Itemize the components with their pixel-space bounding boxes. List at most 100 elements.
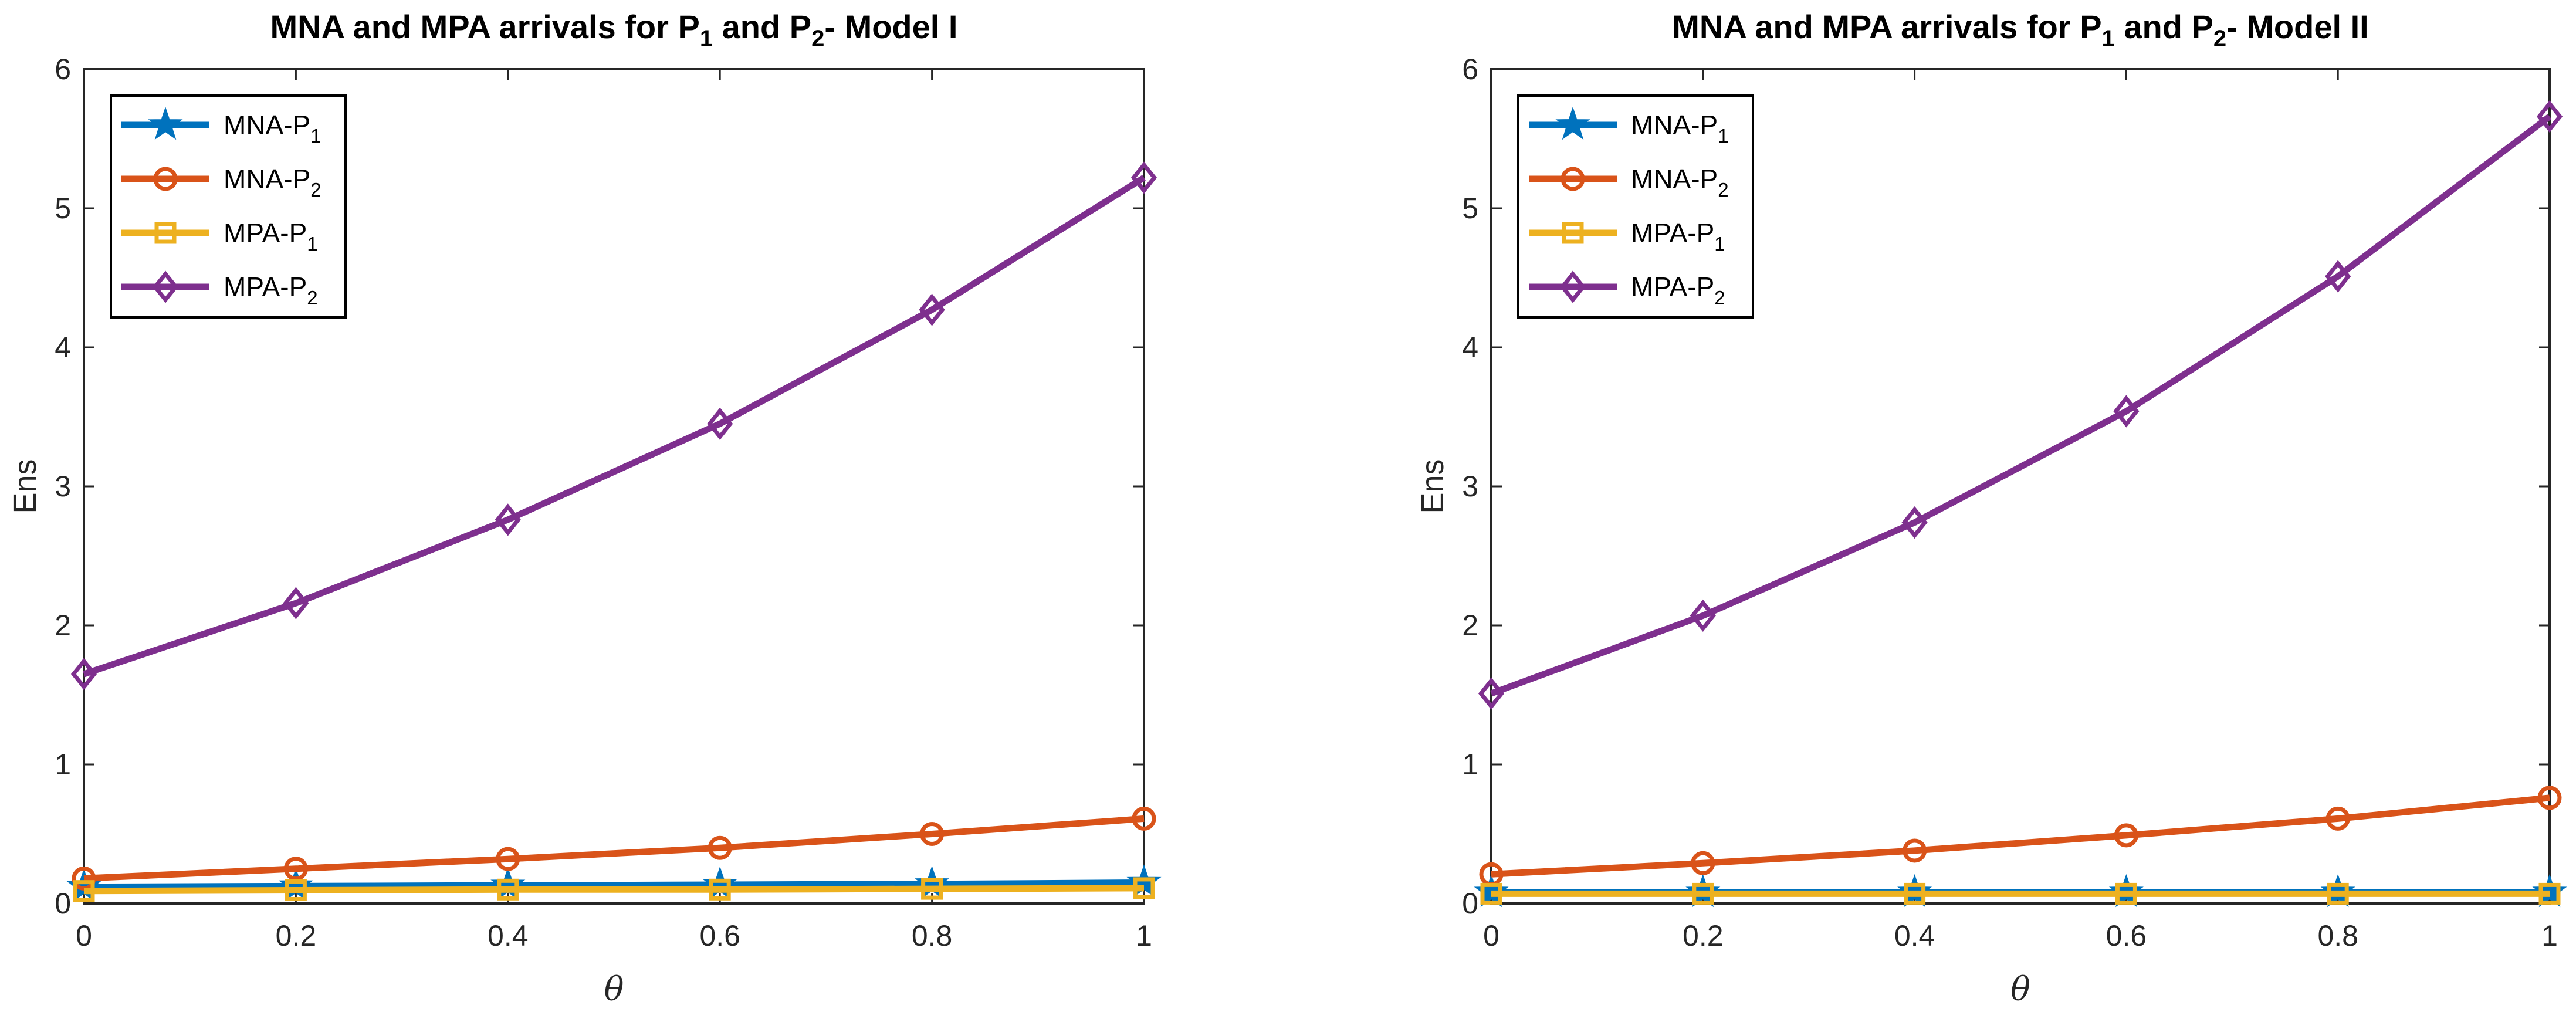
series-mpa-p1	[1480, 882, 2561, 905]
series-line	[83, 885, 1145, 895]
chart-model-ii: 0 1 2 3 4 5 6 0 0.2 0.4 0.6 0.8 1 MNA and MPA arrival…	[1415, 8, 2567, 1008]
x-tick-label: 1	[2541, 919, 2558, 952]
legend-entry: MPA-P2	[1529, 270, 1725, 309]
legend-marker	[1562, 222, 1584, 244]
y-tick-label: 3	[55, 470, 71, 503]
legend-label: MPA-P2	[224, 272, 318, 309]
x-tick-label: 0.6	[699, 919, 740, 952]
y-tick-label: 3	[1462, 470, 1478, 503]
data-point	[1690, 599, 1716, 632]
data-point	[1692, 882, 1714, 905]
data-point	[1132, 806, 1156, 831]
series-mna-p2	[72, 806, 1156, 891]
legend-marker	[1555, 106, 1590, 140]
data-point	[496, 847, 520, 871]
legend-box	[1517, 94, 1754, 319]
data-point	[283, 587, 309, 620]
data-point	[1130, 161, 1157, 194]
legend-marker	[154, 222, 177, 244]
data-point	[1478, 677, 1505, 710]
legend-marker	[148, 106, 183, 140]
data-point	[1480, 882, 1502, 905]
x-axis-label: θ	[604, 970, 624, 1008]
chart-title: MNA and MPA arrivals for P1 and P2- Mode…	[1672, 8, 2368, 52]
y-tick-label: 1	[1462, 748, 1478, 781]
legend-marker	[1559, 270, 1586, 303]
y-tick-label: 5	[55, 192, 71, 225]
y-tick-label: 2	[1462, 609, 1478, 642]
y-tick-label: 0	[55, 887, 71, 920]
series-line	[83, 815, 1145, 882]
legend-label: MPA-P1	[224, 218, 318, 255]
data-point	[495, 503, 521, 536]
series-line	[1491, 794, 2550, 878]
data-point	[2325, 260, 2351, 293]
y-tick-label: 6	[1462, 53, 1478, 86]
series-line	[83, 879, 1145, 891]
y-tick-label: 2	[55, 609, 71, 642]
chart-title: MNA and MPA arrivals for P1 and P2- Mode…	[270, 8, 958, 52]
data-point	[920, 822, 945, 846]
data-point	[2113, 395, 2140, 428]
legend-label: MNA-P1	[1631, 110, 1729, 147]
legend: MNA-P1 MNA-P2 MPA-P1 MPA-P2	[1517, 94, 1754, 319]
legend-marker	[152, 270, 179, 303]
data-point	[285, 879, 307, 901]
legend-entry: MNA-P1	[1529, 106, 1729, 147]
legend-entry: MPA-P1	[1529, 218, 1725, 255]
legend-entry: MNA-P2	[121, 164, 321, 201]
legend-marker	[1561, 167, 1585, 191]
x-tick-label: 0	[76, 919, 92, 952]
y-tick-label: 6	[55, 53, 71, 86]
legend: MNA-P1 MNA-P2 MPA-P1 MPA-P2	[110, 94, 347, 319]
series-mpa-p2	[1478, 100, 2563, 710]
legend-box	[110, 94, 347, 319]
data-point	[919, 293, 945, 326]
y-tick-label: 4	[1462, 331, 1478, 364]
y-tick-label: 5	[1462, 192, 1478, 225]
data-point	[2114, 823, 2138, 848]
data-point	[707, 407, 733, 440]
data-point	[497, 878, 519, 901]
x-tick-label: 0.4	[488, 919, 529, 952]
data-point	[70, 658, 97, 691]
legend-label: MNA-P2	[224, 164, 321, 201]
x-tick-label: 0	[1483, 919, 1499, 952]
data-point	[1901, 506, 1928, 539]
y-tick-label: 1	[55, 748, 71, 781]
x-tick-label: 0.2	[1683, 919, 1724, 952]
data-point	[73, 880, 95, 902]
data-point	[66, 868, 101, 902]
x-tick-label: 0.8	[2317, 919, 2358, 952]
data-point	[2537, 786, 2562, 810]
data-point	[1691, 851, 1715, 875]
legend-entry: MNA-P1	[121, 106, 321, 147]
data-point	[1904, 882, 1926, 905]
axes-box	[83, 68, 1145, 905]
data-point	[1903, 838, 1927, 863]
data-point	[921, 878, 943, 900]
legend-entry: MPA-P2	[121, 270, 318, 309]
series-mpa-p2	[70, 161, 1157, 691]
y-axis-label: Ens	[1415, 459, 1450, 513]
data-point	[2536, 100, 2563, 133]
data-point	[2325, 806, 2350, 831]
legend-label: MNA-P1	[224, 110, 321, 147]
data-point	[709, 878, 731, 901]
data-point	[2538, 882, 2561, 905]
series-line	[83, 175, 1146, 678]
legend-marker	[153, 167, 178, 191]
series-line	[1490, 114, 2552, 697]
y-tick-label: 4	[55, 331, 71, 364]
axes-box	[1490, 68, 2551, 905]
legend-label: MNA-P2	[1631, 164, 1729, 201]
data-point	[1133, 877, 1155, 899]
x-tick-label: 0.6	[2106, 919, 2147, 952]
data-point	[2327, 882, 2349, 905]
data-point	[2115, 882, 2137, 905]
legend-entry: MNA-P2	[1529, 164, 1729, 201]
legend-label: MPA-P1	[1631, 218, 1725, 255]
series-mpa-p1	[73, 877, 1155, 902]
y-axis-label: Ens	[8, 459, 43, 513]
legend-label: MPA-P2	[1631, 272, 1725, 309]
